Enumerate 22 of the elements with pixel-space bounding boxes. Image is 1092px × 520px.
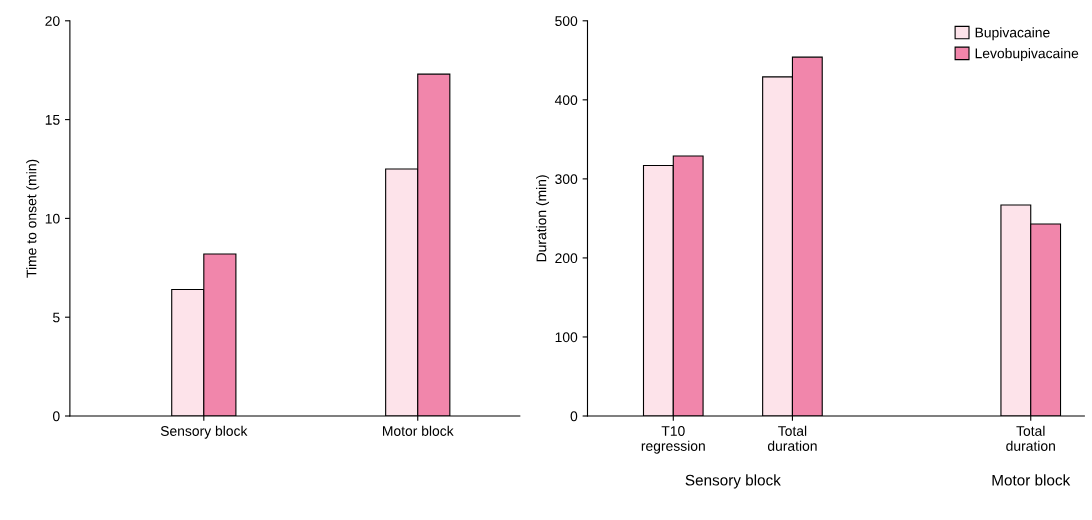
- y-tick-label: 0: [52, 411, 60, 422]
- y-tick-label: 0: [570, 411, 578, 422]
- legend-label: Levobupivacaine: [975, 48, 1079, 62]
- y-axis-title: Duration (min): [536, 175, 550, 262]
- y-tick-label: 300: [555, 174, 578, 185]
- x-tick-label: Total duration: [1006, 425, 1055, 451]
- y-tick-label: 10: [45, 213, 60, 224]
- y-tick-label: 200: [555, 253, 578, 264]
- y-tick-label: 100: [555, 332, 578, 343]
- text: Sensory block: [685, 474, 781, 489]
- x-tick-label: Total duration: [767, 425, 817, 451]
- y-tick-label: 20: [45, 16, 60, 26]
- text: Motor block: [992, 474, 1071, 486]
- y-tick-label: 400: [554, 95, 578, 106]
- x-tick-label: Motor block: [382, 425, 454, 436]
- x-tick-label: T10 regression: [641, 426, 705, 454]
- y-tick-label: 500: [555, 16, 578, 26]
- legend-label: Bupivacaine: [975, 27, 1050, 41]
- y-axis-title: Time to onset (min): [26, 159, 40, 278]
- y-tick-label: 5: [53, 312, 60, 323]
- y-tick-label: 15: [45, 115, 60, 125]
- x-tick-label: Sensory block: [160, 425, 248, 439]
